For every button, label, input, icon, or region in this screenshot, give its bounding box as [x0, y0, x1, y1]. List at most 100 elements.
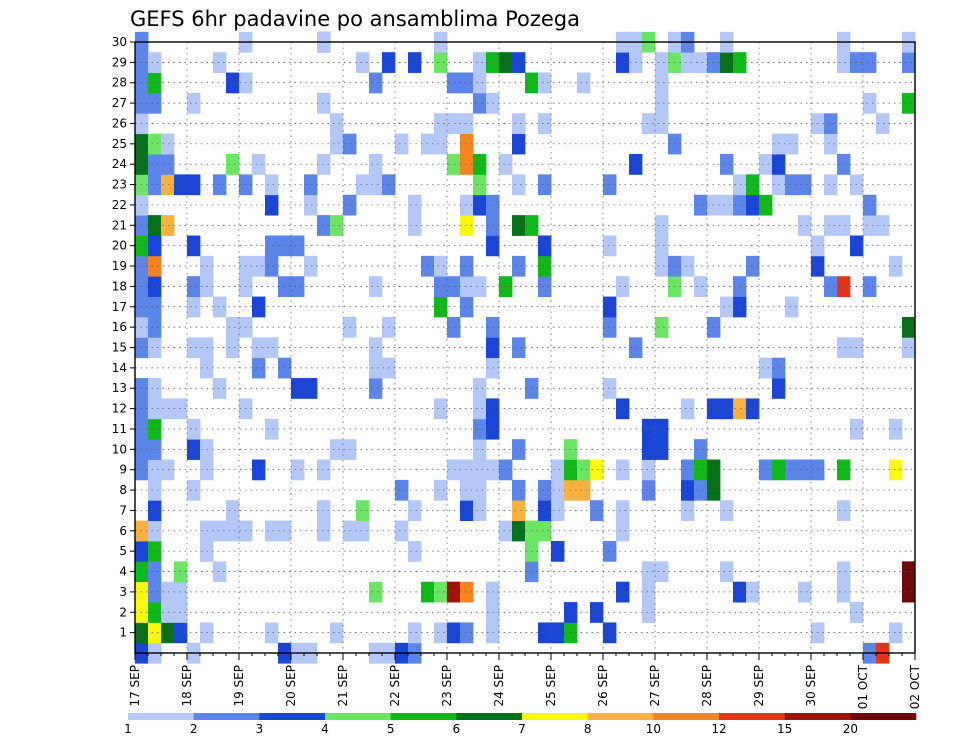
heatmap-cell [213, 561, 227, 583]
heatmap-cell [473, 276, 487, 297]
colorbar-swatch [784, 713, 851, 720]
heatmap-cell [330, 622, 344, 644]
heatmap-cell [408, 540, 422, 562]
heatmap-cell [304, 174, 318, 196]
x-tick-label: 18 SEP [180, 665, 194, 707]
heatmap-cell [512, 439, 526, 460]
heatmap-cell [603, 378, 617, 399]
y-tick-label: 21 [112, 218, 127, 232]
heatmap-cell [655, 561, 669, 583]
colorbar-label: 4 [321, 722, 329, 736]
heatmap-cell [746, 255, 760, 277]
y-tick-label: 1 [119, 626, 127, 640]
heatmap-cell [824, 215, 838, 236]
heatmap-cell [681, 52, 695, 73]
heatmap-cell [694, 52, 708, 73]
heatmap-cell [538, 174, 552, 196]
heatmap-cell [265, 235, 279, 257]
heatmap-cell [395, 520, 409, 542]
heatmap-cell [460, 154, 474, 175]
heatmap-cell [746, 581, 760, 603]
heatmap-cell [733, 194, 747, 216]
heatmap-cell [148, 622, 162, 644]
heatmap-cell [824, 276, 838, 297]
heatmap-cell [317, 154, 331, 175]
heatmap-cell [642, 418, 656, 440]
heatmap-cell [252, 255, 266, 277]
heatmap-cell [148, 398, 162, 420]
heatmap-cell [447, 581, 461, 603]
heatmap-cell [551, 540, 565, 562]
y-tick-label: 16 [112, 320, 127, 334]
heatmap-cell [460, 622, 474, 644]
heatmap-cell [473, 194, 487, 216]
heatmap-cell [408, 622, 422, 644]
heatmap-cell [460, 113, 474, 135]
heatmap-cell [785, 133, 799, 155]
heatmap-cell [720, 296, 734, 318]
heatmap-cell [148, 520, 162, 542]
heatmap-cell [291, 276, 305, 297]
heatmap-cell [174, 561, 188, 583]
heatmap-cell [603, 622, 617, 644]
heatmap-cell [356, 174, 370, 196]
heatmap-cell [720, 194, 734, 216]
heatmap-cell [694, 479, 708, 501]
y-tick-label: 5 [119, 544, 127, 558]
colorbar-label: 20 [843, 722, 858, 736]
heatmap-cell [512, 113, 526, 135]
x-tick-label: 01 OCT [856, 664, 870, 709]
y-axis: 1234567891011121314151617181920212223242… [112, 35, 135, 640]
heatmap-cell [681, 398, 695, 420]
heatmap-cell [616, 52, 630, 73]
heatmap-cell [538, 622, 552, 644]
heatmap-cell [603, 296, 617, 318]
heatmap-cell [265, 418, 279, 440]
heatmap-cell [187, 174, 201, 196]
y-tick-label: 22 [112, 198, 127, 212]
heatmap-cell [148, 581, 162, 603]
heatmap-cell [538, 479, 552, 501]
heatmap-cell [187, 337, 201, 359]
heatmap-cell [213, 378, 227, 399]
heatmap-cell [499, 154, 513, 175]
heatmap-cell [538, 500, 552, 522]
heatmap-cell [837, 337, 851, 359]
heatmap-cell [460, 72, 474, 94]
heatmap-cell [265, 622, 279, 644]
heatmap-cell [356, 520, 370, 542]
heatmap-cell [889, 459, 903, 481]
y-tick-label: 7 [119, 503, 127, 517]
heatmap-cell [538, 520, 552, 542]
heatmap-cell [460, 255, 474, 277]
heatmap-cell [434, 276, 448, 297]
heatmap-cell [733, 276, 747, 297]
heatmap-cells [135, 31, 916, 664]
heatmap-cell [174, 581, 188, 603]
heatmap-cell [369, 154, 383, 175]
heatmap-cell [837, 500, 851, 522]
heatmap-cell [161, 174, 175, 196]
heatmap-cell [837, 459, 851, 481]
heatmap-cell [148, 378, 162, 399]
heatmap-cell [733, 398, 747, 420]
heatmap-cell [733, 296, 747, 318]
heatmap-cell [512, 215, 526, 236]
heatmap-cell [798, 215, 812, 236]
y-tick-label: 24 [112, 157, 127, 171]
heatmap-cell [512, 337, 526, 359]
colorbar-swatch [390, 713, 457, 720]
heatmap-cell [148, 72, 162, 94]
heatmap-cell [538, 72, 552, 94]
heatmap-cell [473, 378, 487, 399]
heatmap-cell [837, 581, 851, 603]
y-tick-label: 26 [112, 116, 127, 130]
heatmap-cell [460, 194, 474, 216]
heatmap-cell [174, 602, 188, 623]
colorbar-swatch [259, 713, 326, 720]
heatmap-cell [434, 622, 448, 644]
heatmap-cell [369, 174, 383, 196]
heatmap-cell [460, 500, 474, 522]
heatmap-cell [902, 561, 916, 583]
